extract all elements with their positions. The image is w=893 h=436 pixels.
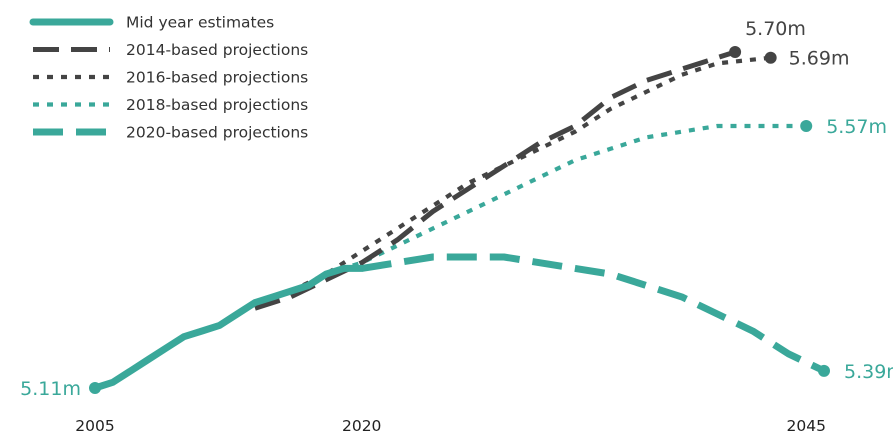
series-line-4 (361, 253, 826, 375)
legend-label-0: Mid year estimates (126, 14, 274, 32)
legend-label-3: 2018-based projections (126, 96, 308, 114)
legend-label-4: 2020-based projections (126, 124, 308, 142)
x-axis: 2005 2020 2045 (75, 417, 826, 435)
series-end-label-4: 5.39m (844, 361, 893, 383)
x-tick-label-0: 2005 (75, 417, 114, 435)
series-end-label-3: 5.57m (826, 116, 887, 138)
series-end-dot-4 (818, 364, 830, 377)
series-end-dot-1 (729, 46, 742, 58)
series-end-label-2: 5.69m (789, 48, 850, 70)
end-labels: 5.11m 5.70m 5.69m 5.57m 5.39m (20, 18, 893, 400)
series-line-0 (91, 264, 366, 392)
legend: Mid year estimates 2014-based projections… (29, 14, 308, 142)
x-tick-label-2: 2045 (786, 417, 825, 435)
series-end-label-1: 5.70m (745, 18, 806, 40)
series-line-2 (289, 55, 771, 294)
legend-label-1: 2014-based projections (126, 41, 308, 59)
series-end-dot-3 (800, 120, 813, 133)
legend-label-2: 2016-based projections (126, 69, 308, 87)
series-end-dot-2 (764, 51, 777, 64)
series-start-label-0: 5.11m (20, 378, 81, 400)
series-line-1 (254, 49, 736, 311)
series-start-dot-0 (89, 382, 101, 394)
series-line-3 (325, 123, 807, 277)
series-layer (91, 49, 826, 392)
x-tick-label-1: 2020 (342, 417, 381, 435)
